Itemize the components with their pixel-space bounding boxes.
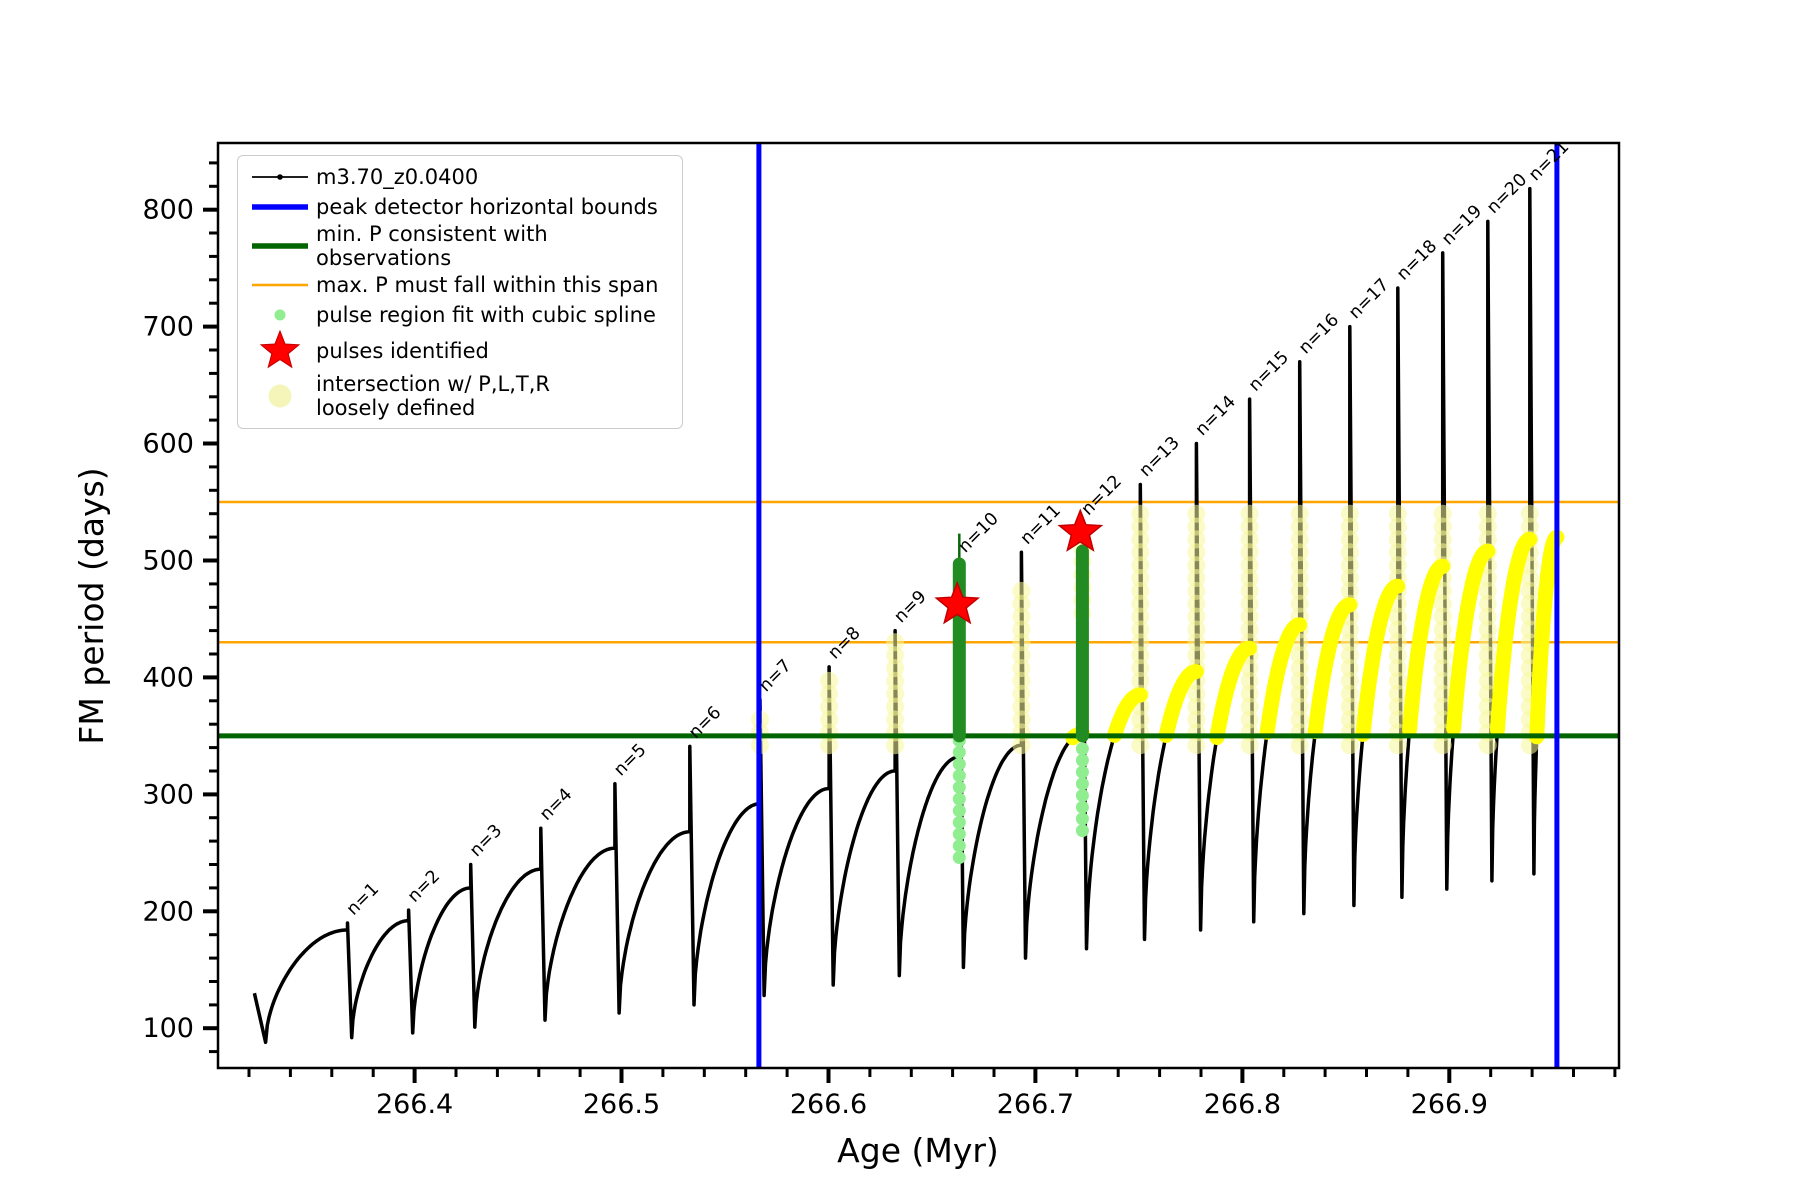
legend-marker-line-icon xyxy=(244,275,316,295)
legend-marker-line-dot-icon xyxy=(244,167,316,187)
svg-text:400: 400 xyxy=(142,662,194,693)
svg-text:n=3: n=3 xyxy=(466,821,506,861)
axes: 266.4 266.5 266.6 266.7 266.8 266.9 100 200 300 4… xyxy=(142,141,1621,1120)
legend-marker-thickline-icon xyxy=(244,197,316,217)
legend-label: intersection w/ P,L,T,R loosely defined xyxy=(316,372,550,420)
svg-text:266.8: 266.8 xyxy=(1204,1089,1281,1120)
legend-marker-dot-icon xyxy=(244,305,316,325)
svg-text:n=7: n=7 xyxy=(755,656,795,696)
svg-text:n=18: n=18 xyxy=(1393,236,1441,284)
svg-text:n=5: n=5 xyxy=(610,740,650,780)
pulse-stars xyxy=(934,508,1104,625)
legend-label: pulses identified xyxy=(316,339,489,363)
svg-text:n=17: n=17 xyxy=(1345,275,1393,323)
legend-marker-thickline-icon xyxy=(244,236,316,256)
legend-item: m3.70_z0.0400 xyxy=(244,162,672,192)
legend-marker-star-icon xyxy=(244,330,316,372)
legend-item: max. P must fall within this span xyxy=(244,270,672,300)
svg-text:100: 100 xyxy=(142,1013,194,1044)
blue-vlines xyxy=(756,143,1560,1068)
svg-text:n=14: n=14 xyxy=(1192,392,1240,440)
svg-text:n=2: n=2 xyxy=(404,866,444,906)
legend-item: intersection w/ P,L,T,R loosely defined xyxy=(244,372,672,420)
svg-text:n=15: n=15 xyxy=(1245,348,1293,396)
svg-text:266.9: 266.9 xyxy=(1411,1089,1488,1120)
svg-text:800: 800 xyxy=(142,195,194,226)
svg-text:600: 600 xyxy=(142,429,194,460)
legend-item: peak detector horizontal bounds xyxy=(244,192,672,222)
legend-label: max. P must fall within this span xyxy=(316,273,659,297)
legend-item: pulses identified xyxy=(244,330,672,372)
svg-text:n=13: n=13 xyxy=(1136,433,1184,481)
svg-text:266.6: 266.6 xyxy=(790,1089,867,1120)
svg-text:n=19: n=19 xyxy=(1438,201,1486,249)
svg-text:n=4: n=4 xyxy=(536,785,576,825)
svg-text:n=1: n=1 xyxy=(343,879,383,919)
legend-item: pulse region fit with cubic spline xyxy=(244,300,672,330)
svg-text:n=10: n=10 xyxy=(955,509,1003,557)
svg-text:300: 300 xyxy=(142,779,194,810)
svg-text:200: 200 xyxy=(142,896,194,927)
svg-text:n=20: n=20 xyxy=(1483,170,1531,218)
legend-label: m3.70_z0.0400 xyxy=(316,165,479,189)
legend-marker-bigdot-icon xyxy=(244,381,316,411)
orange-hlines xyxy=(218,500,1619,644)
svg-text:266.4: 266.4 xyxy=(376,1089,453,1120)
svg-text:266.5: 266.5 xyxy=(583,1089,660,1120)
svg-text:266.7: 266.7 xyxy=(997,1089,1074,1120)
legend-item: min. P consistent with observations xyxy=(244,222,672,270)
svg-text:700: 700 xyxy=(142,312,194,343)
svg-text:n=9: n=9 xyxy=(890,587,930,627)
svg-text:n=16: n=16 xyxy=(1295,310,1343,358)
svg-text:n=11: n=11 xyxy=(1017,501,1065,549)
legend-label: peak detector horizontal bounds xyxy=(316,195,658,219)
yellow-arcs xyxy=(1065,529,1565,746)
legend-label: min. P consistent with observations xyxy=(316,222,548,270)
svg-text:500: 500 xyxy=(142,546,194,577)
y-axis-label: FM period (days) xyxy=(72,467,111,744)
x-axis-label: Age (Myr) xyxy=(837,1131,999,1170)
svg-text:n=12: n=12 xyxy=(1078,472,1126,520)
svg-text:n=8: n=8 xyxy=(824,623,864,663)
legend-label: pulse region fit with cubic spline xyxy=(316,303,656,327)
